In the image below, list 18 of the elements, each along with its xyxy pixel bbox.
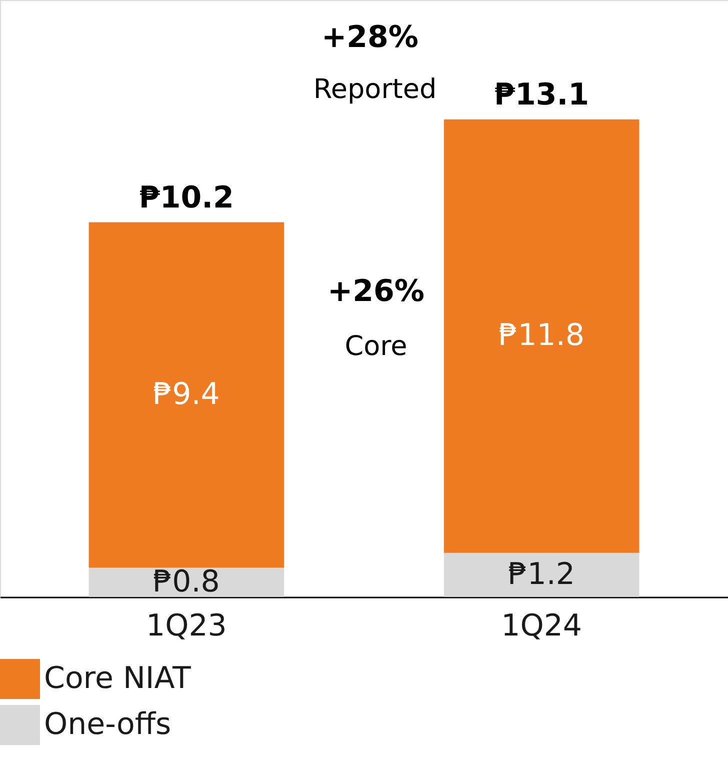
total-label: ₱13.1 [494, 77, 590, 112]
annotation: +26% [328, 274, 424, 309]
text: Reported [313, 74, 437, 105]
text: +28% [322, 20, 418, 55]
data-label: ₱9.4 [153, 376, 220, 412]
bar [444, 552, 640, 597]
bar [88, 222, 284, 568]
bar [444, 119, 640, 553]
data-label: ₱1.2 [508, 556, 575, 592]
x-tick-label: 1Q23 [146, 608, 227, 644]
data-label: ₱11.8 [498, 318, 585, 354]
legend-label: One-offs [44, 707, 172, 742]
annotation: Core [344, 331, 408, 362]
bar [88, 568, 284, 597]
legend-label: Core NIAT [44, 661, 192, 696]
data-label: ₱0.8 [153, 564, 220, 600]
total-label: ₱10.2 [138, 180, 234, 216]
x-tick-label: 1Q24 [501, 608, 582, 644]
